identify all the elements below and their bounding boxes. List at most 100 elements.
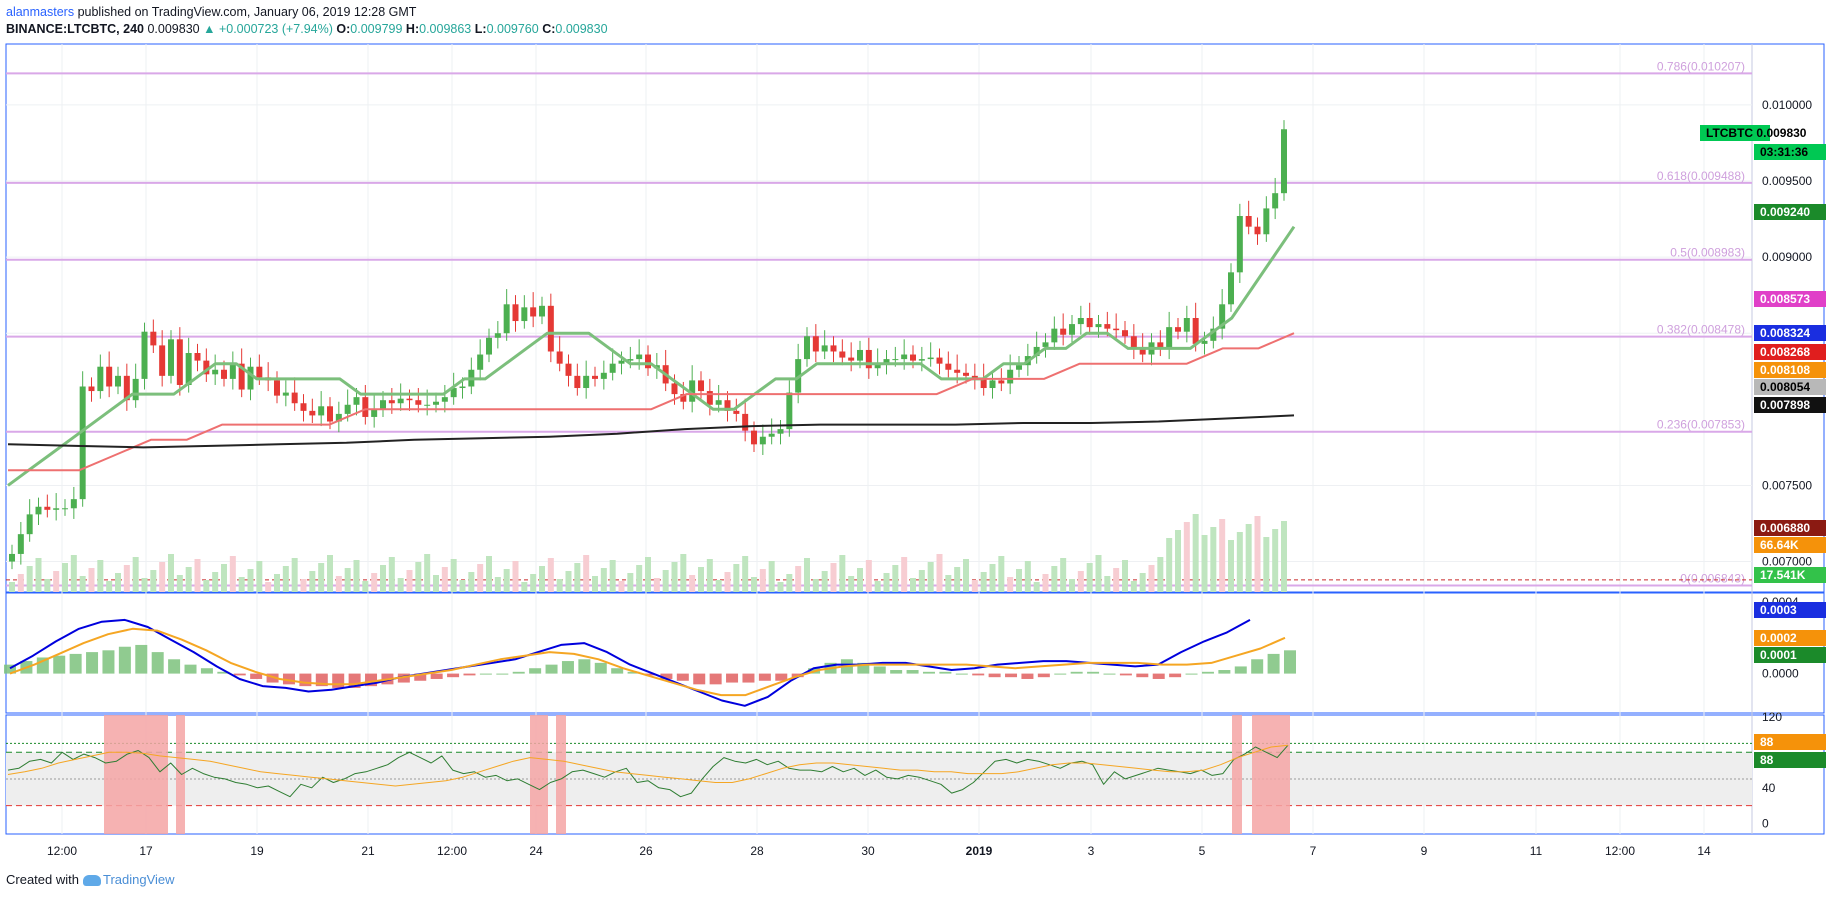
macd-histogram-bar [1005, 673, 1018, 678]
volume-bar [936, 554, 943, 592]
symbol-name[interactable]: BINANCE:LTCBTC, 240 [6, 22, 144, 36]
candle-down [1157, 342, 1164, 349]
candle-up [1228, 272, 1234, 305]
price-badge-label: 0.008108 [1760, 363, 1810, 377]
candle-down [680, 394, 687, 402]
volume-bar [123, 565, 130, 592]
high-label: H: [405, 22, 420, 36]
macd-histogram-bar [200, 668, 213, 674]
candle-down [291, 392, 298, 404]
macd-histogram-bar [496, 673, 509, 675]
candle-up [1236, 216, 1243, 273]
macd-histogram-bar [972, 673, 985, 676]
price-badge-label: 17.541K [1760, 568, 1806, 582]
macd-histogram-bar [1021, 673, 1034, 679]
candle-down [194, 353, 201, 361]
candle-up [689, 380, 696, 402]
rsi-overbought-zone [104, 715, 168, 834]
x-tick-label: 5 [1199, 844, 1206, 858]
macd-histogram-bar [578, 659, 591, 674]
candle-up [627, 359, 634, 361]
candle-up [521, 307, 528, 322]
price-badge [1754, 752, 1826, 768]
candle-down [1175, 327, 1181, 332]
candle-down [645, 354, 651, 369]
candle-down [123, 375, 130, 401]
volume-bar [671, 562, 678, 592]
candle-down [300, 403, 307, 411]
volume-bar [459, 580, 466, 592]
macd-histogram-bar [1234, 666, 1247, 674]
candle-up [397, 398, 404, 404]
macd-histogram-bar [1070, 671, 1083, 674]
macd-histogram-bar [53, 655, 66, 674]
candle-up [821, 345, 828, 352]
candle-up [9, 553, 15, 562]
volume-bar [203, 580, 210, 592]
candle-down [362, 397, 369, 417]
volume-bar [627, 573, 634, 592]
candle-up [371, 409, 378, 417]
volume-bar [415, 562, 422, 592]
volume-bar [291, 558, 298, 592]
candle-up [609, 363, 616, 373]
x-tick-label: 7 [1310, 844, 1317, 858]
macd-histogram-bar [709, 673, 722, 685]
candle-up [777, 429, 784, 434]
fib-level-label: 0.786(0.010207) [1657, 59, 1745, 73]
price-badge-label: LTCBTC 0.009830 [1706, 126, 1807, 140]
candle-up [62, 508, 68, 510]
volume-bar [521, 582, 528, 592]
volume-bar [945, 575, 952, 592]
author-link[interactable]: alanmasters [6, 5, 75, 19]
macd-histogram-bar [168, 659, 181, 674]
candle-up [1077, 318, 1084, 325]
price-badge [1754, 567, 1826, 583]
rsi-overbought-zone [530, 715, 548, 834]
candle-down [415, 400, 422, 405]
volume-bar [88, 568, 95, 592]
price-badge [1754, 647, 1826, 663]
x-tick-label: 12:00 [47, 844, 77, 858]
macd-histogram-bar [332, 673, 345, 688]
macd-histogram-bar [151, 652, 164, 674]
macd-line [9, 618, 1251, 707]
candle-up [335, 413, 342, 422]
x-tick-label: 3 [1088, 844, 1095, 858]
macd-histogram-bar [529, 668, 542, 674]
candle-up [927, 357, 934, 360]
x-tick-label: 2019 [966, 844, 993, 858]
price-badge [1754, 602, 1826, 618]
price-badge-label: 0.0002 [1760, 631, 1797, 645]
price-pane [5, 43, 1825, 593]
x-tick-label: 24 [529, 844, 543, 858]
low-value: 0.009760 [486, 22, 539, 36]
candle-down [106, 366, 113, 387]
volume-bar [839, 555, 846, 592]
macd-histogram-bar [86, 652, 99, 674]
tradingview-link[interactable]: TradingView [102, 872, 175, 887]
candle-up [857, 349, 863, 361]
candle-up [115, 375, 121, 387]
price-badge-label: 66.64K [1760, 538, 1799, 552]
y-tick-label: 0.007500 [1762, 478, 1812, 492]
volume-bar [733, 564, 740, 592]
candle-up [1095, 324, 1102, 328]
volume-bar [901, 557, 908, 592]
candle-up [380, 400, 386, 410]
candle-down [256, 366, 263, 378]
volume-bar [327, 555, 333, 592]
last-price: 0.009830 [147, 22, 200, 36]
volume-bar [424, 554, 431, 592]
macd-histogram-bar [1267, 653, 1280, 674]
candle-up [636, 354, 643, 360]
volume-bar [1192, 514, 1199, 592]
volume-bar [53, 571, 60, 592]
price-badge [1754, 344, 1826, 360]
moving-average-line [7, 414, 1295, 449]
volume-bar [998, 556, 1005, 592]
volume-bar [300, 579, 307, 592]
volume-bar [388, 557, 395, 592]
x-tick-label: 11 [1530, 844, 1543, 858]
